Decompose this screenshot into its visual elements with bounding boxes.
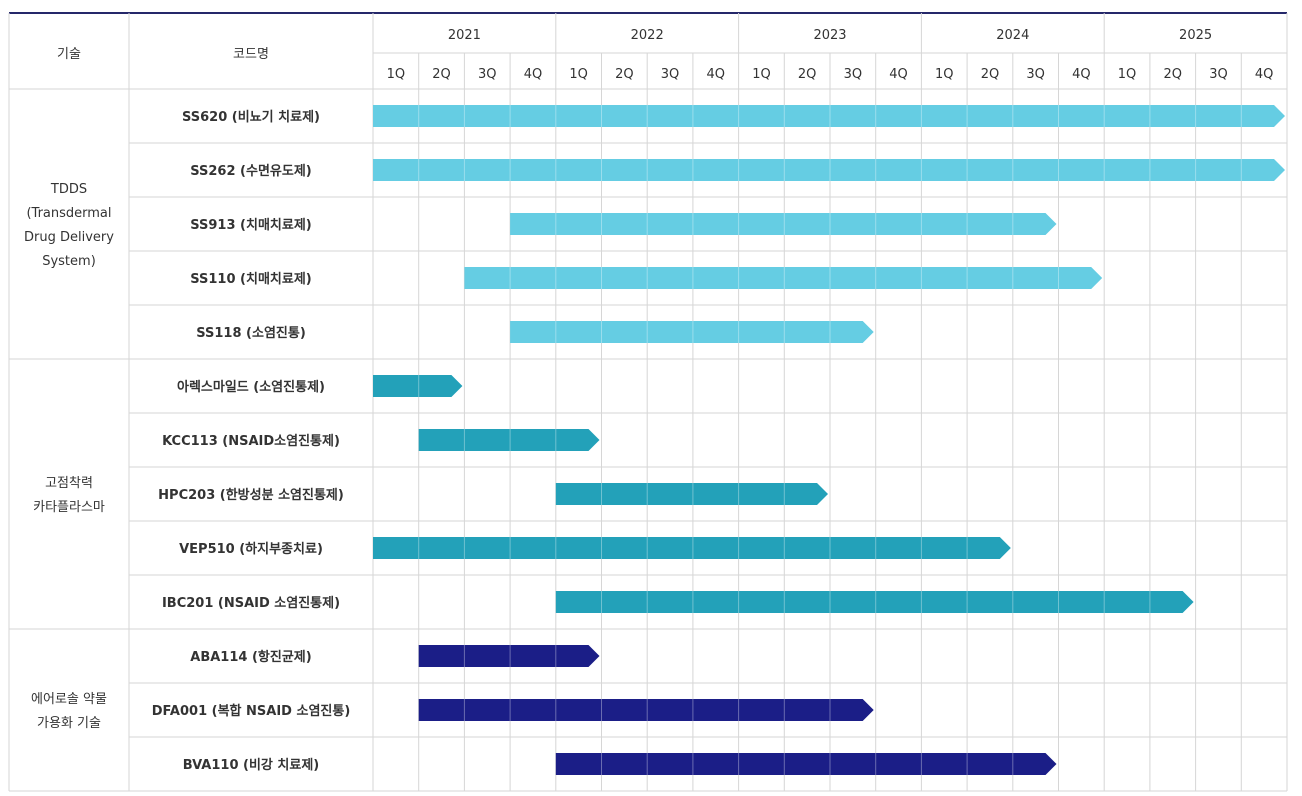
group-label: 가용화 기술 [37,716,101,731]
bar-cps [373,375,463,397]
year-label-2021: 2021 [448,28,481,43]
header-code: 코드명 [233,47,269,62]
quarter-label: 4Q [1255,67,1274,82]
bar-cps [555,591,1194,613]
quarter-label: 1Q [569,67,588,82]
quarter-label: 4Q [889,67,908,82]
bar-tdds [373,159,1285,181]
code-label: SS262 (수면유도제) [190,163,312,179]
labels: 기술 코드명 2021 2022 2023 2024 2025 1Q 2Q 3Q 4Q 1Q 2Q 3… [24,28,1273,773]
group-label: Drug Delivery [24,230,114,245]
quarter-label: 3Q [661,67,680,82]
group-label: (Transdermal [26,206,111,221]
bars [373,105,1285,775]
quarter-label: 4Q [524,67,543,82]
code-label: DFA001 (복합 NSAID 소염진통) [152,703,351,719]
quarter-label: 3Q [1209,67,1228,82]
code-label: HPC203 (한방성분 소염진통제) [158,487,344,503]
quarter-label: 2Q [981,67,1000,82]
header-technology: 기술 [57,47,81,62]
bar-tdds [510,213,1057,235]
quarter-label: 1Q [1118,67,1137,82]
group-label: TDDS [50,182,87,197]
year-label-2023: 2023 [813,28,846,43]
code-label: SS110 (치매치료제) [190,271,312,287]
group-label: 카타플라스마 [33,500,105,515]
quarter-label: 2Q [798,67,817,82]
bar-tdds [373,105,1285,127]
bar-aerosol [555,753,1057,775]
quarter-label: 4Q [1072,67,1091,82]
quarter-label: 1Q [752,67,771,82]
group-label: 고점착력 [45,476,93,491]
year-label-2022: 2022 [631,28,664,43]
code-label: SS620 (비뇨기 치료제) [182,109,320,125]
bar-tdds [510,321,874,343]
bar-tdds [464,267,1103,289]
quarter-label: 2Q [1163,67,1182,82]
code-label: SS118 (소염진통) [196,325,306,341]
quarter-label: 1Q [387,67,406,82]
year-label-2024: 2024 [996,28,1029,43]
quarter-label: 3Q [844,67,863,82]
year-label-2025: 2025 [1179,28,1212,43]
code-label: ABA114 (항진균제) [190,649,311,665]
bar-aerosol [418,645,600,667]
bar-aerosol [418,699,874,721]
bar-cps [555,483,828,505]
quarter-label: 4Q [706,67,725,82]
quarter-label: 2Q [432,67,451,82]
group-label: 에어로솔 약물 [31,692,107,707]
code-label: BVA110 (비강 치료제) [183,757,320,773]
code-label: IBC201 (NSAID 소염진통제) [162,595,340,611]
grid-lines [8,12,1288,792]
quarter-label: 1Q [935,67,954,82]
bar-cps [373,537,1011,559]
code-label: VEP510 (하지부종치료) [179,541,323,557]
quarter-label: 3Q [478,67,497,82]
group-label: System) [42,254,96,269]
bar-cps [418,429,600,451]
code-label: SS913 (치매치료제) [190,217,312,233]
quarter-label: 3Q [1026,67,1045,82]
code-label: KCC113 (NSAID소염진통제) [162,433,340,449]
quarter-label: 2Q [615,67,634,82]
code-label: 아렉스마일드 (소염진통제) [177,379,325,395]
